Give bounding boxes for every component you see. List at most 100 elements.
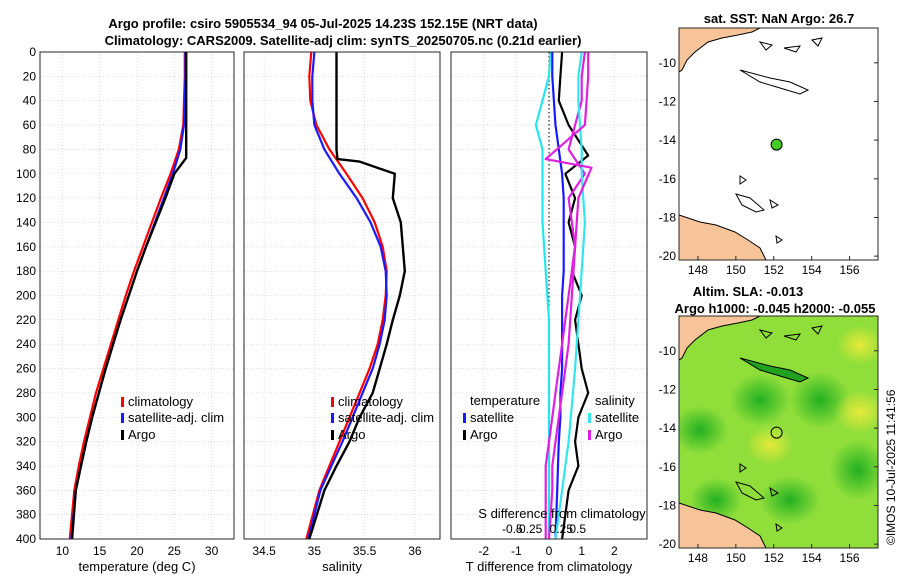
x-tick-label: 20 — [130, 544, 144, 558]
y-tick-label: -10 — [659, 56, 677, 70]
sst-map-title: sat. SST: NaN Argo: 26.7 — [704, 11, 855, 26]
legend-swatch-s-satellite — [588, 413, 591, 423]
sst-map-box — [678, 27, 879, 261]
x-tick-label: 10 — [56, 544, 70, 558]
argo-marker — [770, 426, 783, 439]
temperature-grid — [40, 51, 234, 540]
x-tick-label: 156 — [840, 263, 860, 277]
island-outline — [734, 37, 823, 244]
series-line-temperature-argo-satellite-adj- — [551, 52, 565, 539]
legend-swatch-satellite — [121, 413, 124, 423]
legend-swatch-t-satellite — [463, 413, 466, 423]
sla-map-field — [679, 316, 878, 548]
legend-salinity-header: salinity — [595, 393, 635, 408]
x-tick-label: 150 — [726, 263, 746, 277]
figure-title-line2: Climatology: CARS2009. Satellite-adj cli… — [105, 33, 582, 48]
x-tick-label: 15 — [93, 544, 107, 558]
y-tick-label: -12 — [659, 94, 677, 108]
island-outline — [739, 69, 810, 95]
difference-series — [534, 52, 593, 539]
x-tick-label: 1 — [578, 544, 585, 558]
y-tick-label: 400 — [16, 532, 36, 546]
x-tick-label: 36 — [408, 544, 422, 558]
y-tick-label: 20 — [23, 69, 37, 83]
y-tick-label: -18 — [659, 210, 677, 224]
sla-blob — [746, 425, 794, 465]
temperature-axes-box — [39, 51, 235, 540]
series-line-argo — [308, 52, 406, 539]
y-tick-label: -10 — [659, 344, 677, 358]
y-tick-label: 220 — [16, 313, 36, 327]
difference-panel: -2 -1 0 1 2 T difference from climatology S … — [450, 51, 648, 574]
figure-title-line1: Argo profile: csiro 5905534_94 05-Jul-20… — [108, 16, 537, 31]
sst-map-panel: sat. SST: NaN Argo: 26.7 148 150 152 154 156… — [659, 11, 879, 277]
legend-swatch-s-argo — [588, 430, 591, 440]
legend-label-satellite: satellite-adj. clim — [338, 410, 434, 425]
land-png — [679, 316, 761, 361]
salinity-panel: 34.5 35 35.5 36 salinity climatology satell… — [243, 51, 441, 574]
island-outline — [734, 325, 823, 532]
x-tick-label: 148 — [688, 551, 708, 565]
sla-map-title: Altim. SLA: -0.013 — [693, 284, 804, 299]
salinity-diff-label: S difference from climatology — [478, 506, 646, 521]
sst-map-ticks: 148 150 152 154 156 -10 -12 -14 -16 -18 -20 — [659, 56, 878, 277]
x-tick-label: 156 — [840, 551, 860, 565]
y-tick-label: 300 — [16, 410, 36, 424]
x-tick-label: -2 — [478, 544, 489, 558]
series-line-argo — [70, 52, 188, 539]
legend-label-argo: Argo — [128, 427, 155, 442]
argo-position-marker — [770, 138, 783, 151]
salinity-grid — [244, 51, 440, 540]
x-tick-label: 150 — [726, 551, 746, 565]
y-tick-label: 0 — [29, 45, 36, 59]
sst-map-land — [679, 28, 823, 260]
x-tick-label: 35 — [308, 544, 322, 558]
land-australia — [679, 214, 767, 260]
sla-blob — [679, 406, 728, 454]
argo-position-marker — [770, 426, 783, 439]
x-tick-label: 34.5 — [252, 544, 276, 558]
sal-diff-tick-label: 0.5 — [569, 522, 586, 536]
salinity-diff-ticks: -0.5-0.25 0.250.5 — [502, 522, 586, 536]
salinity-series — [305, 52, 406, 539]
y-tick-label: 40 — [23, 94, 37, 108]
series-line-salinity-satellite — [554, 52, 587, 539]
y-tick-label: -16 — [659, 172, 677, 186]
salinity-axes-box — [243, 51, 441, 540]
land-png — [679, 28, 761, 73]
sla-map-subtitle: Argo h1000: -0.045 h2000: -0.055 — [675, 301, 876, 316]
sla-map-ticks: 148 150 152 154 156 -10 -12 -14 -16 -18 -20 — [659, 344, 878, 565]
x-tick-label: 30 — [205, 544, 219, 558]
y-tick-label: -20 — [659, 537, 677, 551]
legend-label-t-satellite: satellite — [470, 410, 514, 425]
x-tick-label: -1 — [511, 544, 522, 558]
y-tick-label: 340 — [16, 459, 36, 473]
y-tick-label: -18 — [659, 498, 677, 512]
x-tick-label: 35.5 — [353, 544, 377, 558]
x-tick-label: 154 — [802, 263, 822, 277]
x-tick-label: 25 — [168, 544, 182, 558]
y-tick-label: 80 — [23, 142, 37, 156]
legend-swatch-climatology — [331, 397, 334, 407]
series-line-salinity — [544, 52, 587, 539]
temperature-series — [68, 52, 188, 539]
x-tick-label: 148 — [688, 263, 708, 277]
temperature-legend: climatology satellite-adj. clim Argo — [121, 394, 224, 442]
legend-label-s-argo: Argo — [595, 427, 622, 442]
x-tick-label: 2 — [611, 544, 618, 558]
temperature-xlabel: temperature (deg C) — [78, 559, 195, 574]
y-tick-label: -14 — [659, 133, 677, 147]
series-line-satellite-adj-clim — [307, 52, 388, 539]
island-outline — [739, 357, 810, 383]
y-tick-label: -20 — [659, 249, 677, 263]
legend-label-satellite: satellite-adj. clim — [128, 410, 224, 425]
sla-blob — [834, 390, 878, 434]
difference-ticks: -2 -1 0 1 2 — [478, 544, 618, 558]
y-tick-label: -12 — [659, 382, 677, 396]
salinity-xlabel: salinity — [322, 559, 362, 574]
difference-legend: temperature satellite Argo salinity sate… — [463, 393, 639, 442]
sal-diff-tick-label: -0.25 — [515, 522, 543, 536]
legend-swatch-argo — [121, 430, 124, 440]
y-tick-label: 100 — [16, 167, 36, 181]
